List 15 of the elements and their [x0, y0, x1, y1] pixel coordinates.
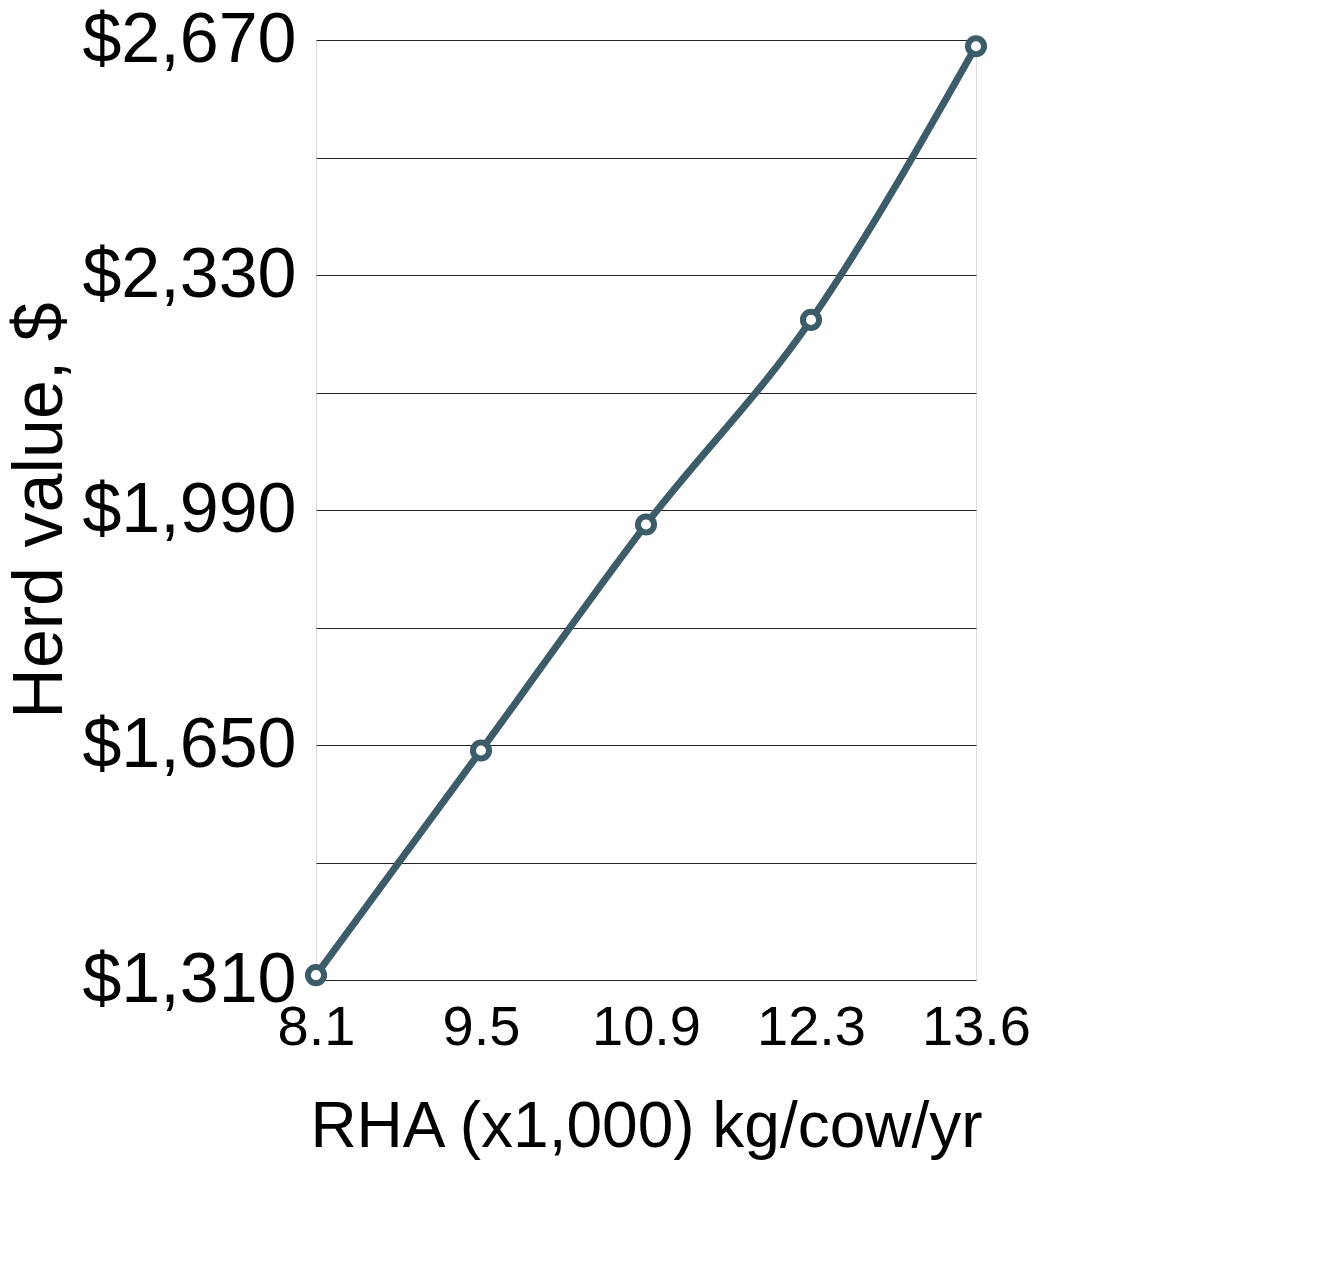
y-axis-title: Herd value, $ — [0, 302, 77, 719]
point — [634, 513, 658, 536]
x-tick-label: 10.9 — [592, 993, 701, 1057]
y-tick-label: $1,990 — [82, 468, 297, 547]
x-tick-label: 12.3 — [757, 993, 866, 1057]
y-tick-label: $2,330 — [82, 233, 297, 312]
point — [964, 35, 988, 58]
y-tick-label: $2,670 — [82, 0, 297, 77]
point — [799, 308, 823, 331]
x-tick-label: 13.6 — [922, 993, 1031, 1057]
x-axis-title: RHA (x1,000) kg/cow/yr — [310, 1088, 983, 1161]
point — [469, 739, 493, 762]
x-tick-label: 9.5 — [442, 993, 521, 1057]
point — [304, 964, 328, 987]
y-tick-label: $1,650 — [82, 703, 297, 782]
